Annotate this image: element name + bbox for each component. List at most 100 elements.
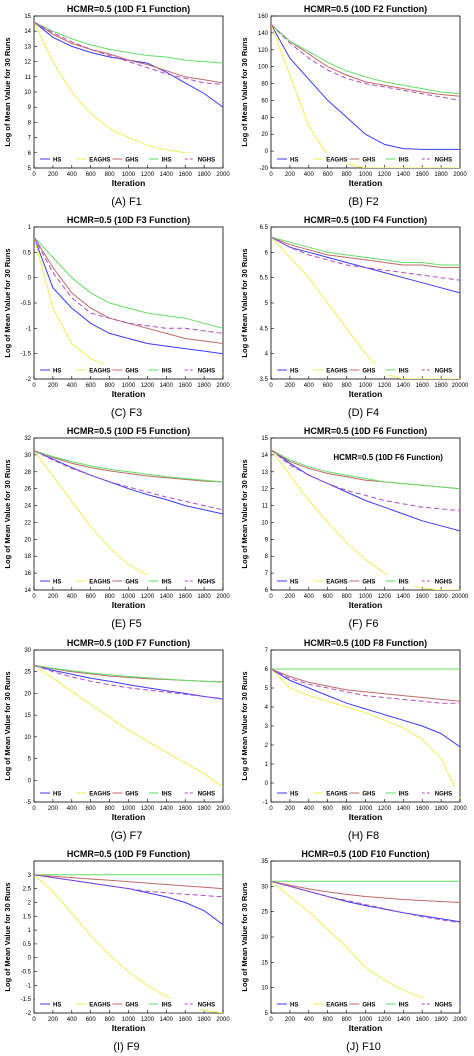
y-tick-label: 60 [261,98,268,104]
legend-label: NGHS [435,792,452,798]
y-axis-label: Log of Mean Value for 30 Runs [3,882,12,991]
x-tick-label: 1800 [197,594,211,600]
y-tick-label: 140 [258,31,269,37]
series-line-ghs [271,236,460,268]
series-line-hs [271,24,460,150]
series-line-ihs [271,24,460,95]
legend-label: NGHS [435,1003,452,1009]
plot-area [270,860,461,1014]
x-tick-label: 400 [304,1017,315,1023]
x-tick-label: 800 [342,806,353,812]
x-tick-label: 1200 [378,594,392,600]
y-axis-label: Log of Mean Value for 30 Runs [3,248,12,357]
x-tick-label: 200 [285,594,296,600]
legend-label: EAGHS [89,792,110,798]
x-tick-label: 1400 [160,1017,174,1023]
x-tick-label: 1800 [197,383,211,389]
chart-title: HCMR=0.5 (10D F1 Function) [67,4,190,14]
y-tick-label: 4 [265,705,269,711]
legend-label: NGHS [435,158,452,164]
x-tick-label: 400 [304,594,315,600]
legend: HS EAGHS GHS IHS NGHS [35,364,222,375]
y-tick-label: 11 [25,75,32,81]
series-group [271,668,460,799]
x-tick-label: 1800 [197,1017,211,1023]
series-line-ihs [34,236,223,329]
series-line-hs [34,874,223,926]
legend-label: NGHS [198,369,215,375]
series-line-eaghs [271,236,460,379]
y-tick-label: -1.5 [21,997,32,1003]
legend: HS EAGHS GHS IHS NGHS [35,575,222,586]
x-tick-label: 400 [67,383,78,389]
panel-caption: (I) F9 [113,1041,139,1053]
legend-label: NGHS [435,580,452,586]
x-tick-label: 1000 [359,594,373,600]
y-tick-label: 5 [28,757,32,763]
x-tick-label: 1800 [197,806,211,812]
x-tick-label: 200 [48,1017,59,1023]
chart-title: HCMR=0.5 (10D F4 Function) [304,215,427,225]
legend-label: HS [53,1003,61,1009]
y-tick-label: 28 [24,470,31,476]
x-tick-label: 1800 [434,172,448,178]
legend-label: IHS [399,580,409,586]
legend-label: HS [53,158,61,164]
x-tick-label: 1400 [397,1017,411,1023]
x-tick-label: 1600 [179,806,193,812]
legend-label: HS [290,369,298,375]
y-tick-label: -0.5 [21,970,32,976]
x-tick-label: 1800 [434,383,448,389]
y-tick-label: 14 [24,29,31,35]
x-axis-label: Iteration [349,178,383,188]
x-tick-label: 1000 [359,1017,373,1023]
y-axis-label: Log of Mean Value for 30 Runs [240,671,249,780]
y-tick-label: 30 [261,884,268,890]
x-tick-label: 20000 [452,594,469,600]
y-tick-label: 0 [28,778,32,784]
y-tick-label: 24 [24,504,31,510]
y-tick-label: 25 [261,910,268,916]
legend-box [272,787,459,798]
y-tick-label: 22 [24,520,31,526]
y-tick-label: 15 [24,14,31,20]
legend-label: HS [53,580,61,586]
x-tick-label: 1200 [378,806,392,812]
chart-title: HCMR=0.5 (10D F5 Function) [67,426,190,436]
x-tick-label: 1400 [160,806,174,812]
legend: HS EAGHS GHS IHS NGHS [272,153,459,164]
y-tick-label: 20 [261,935,268,941]
panel-caption: (H) F8 [348,830,379,842]
y-axis-label: Log of Mean Value for 30 Runs [3,671,12,780]
x-tick-label: 1400 [160,594,174,600]
series-line-nghs [34,664,223,700]
x-tick-label: 2000 [216,383,230,389]
legend-label: EAGHS [89,580,110,586]
legend-label: EAGHS [326,158,347,164]
legend-label: GHS [125,580,138,586]
x-tick-label: 800 [342,172,353,178]
y-tick-label: -2 [26,377,32,383]
chart-title: HCMR=0.5 (10D F7 Function) [67,638,190,648]
series-line-hs [271,668,460,748]
legend-label: IHS [399,792,409,798]
y-tick-label: 1 [28,225,32,231]
y-tick-label: 15 [24,713,31,719]
chart-panel: HCMR=0.5 (10D F4 Function) 0 200 400 600 800 1… [240,215,469,419]
x-tick-label: 1200 [141,172,155,178]
x-tick-label: 0 [269,594,273,600]
series-line-eaghs [271,668,460,799]
legend-label: EAGHS [326,580,347,586]
x-tick-label: 600 [86,1017,97,1023]
x-tick-label: 200 [48,383,59,389]
x-tick-label: 1000 [359,172,373,178]
y-tick-label: 3 [265,724,269,730]
y-tick-label: 0 [28,276,32,282]
chart-panel: HCMR=0.5 (10D F10 Function) 0 200 400 600 800… [240,849,467,1053]
y-axis-label: Log of Mean Value for 30 Runs [240,248,249,357]
series-group [34,664,223,788]
legend-label: GHS [362,792,375,798]
x-tick-label: 1400 [397,383,411,389]
x-tick-label: 800 [342,1017,353,1023]
